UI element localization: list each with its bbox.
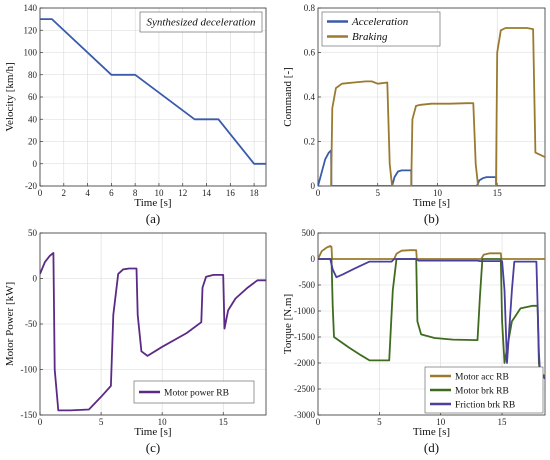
series-line-2: [318, 258, 545, 377]
panel-label: (b): [424, 211, 439, 226]
y-tick-label: 60: [28, 92, 38, 102]
x-tick-label: 10: [158, 417, 168, 427]
y-tick-label: -2500: [294, 384, 315, 394]
y-tick-label: 0.2: [304, 137, 315, 147]
plot-frame: [317, 232, 546, 416]
legend: Synthesized deceleration: [139, 11, 263, 33]
y-tick-label: 50: [28, 228, 38, 238]
x-tick-label: 5: [377, 417, 382, 427]
y-tick-label: -500: [299, 280, 316, 290]
y-tick-label: 40: [28, 114, 38, 124]
y-tick-label: 140: [24, 3, 38, 13]
y-tick-label: 0.6: [304, 48, 316, 58]
x-tick-label: 5: [99, 417, 104, 427]
x-tick-label: 10: [154, 188, 164, 198]
series-line-1: [40, 18, 266, 165]
y-tick-label: -3000: [294, 410, 315, 420]
y-tick-label: 20: [28, 137, 38, 147]
panel-c: 0 5 10 15 -150 -100 -50 0 50 Time [s] Motor Power …: [4, 228, 267, 455]
y-axis-label: Motor Power [kW]: [4, 282, 16, 366]
x-tick-label: 0: [38, 188, 43, 198]
x-axis-label: Time [s]: [413, 197, 450, 209]
legend: Acceleration Braking: [321, 11, 441, 47]
y-tick-label: -150: [21, 410, 38, 420]
y-tick-label: 120: [24, 25, 38, 35]
x-axis-label: Time [s]: [134, 426, 171, 438]
y-axis-label: Velocity [km/h]: [4, 62, 16, 131]
y-tick-label: 0.4: [304, 92, 316, 102]
panel-label: (d): [424, 440, 439, 455]
y-tick-label: -100: [21, 365, 38, 375]
panel-label: (a): [146, 211, 160, 226]
y-tick-label: 100: [24, 48, 38, 58]
x-tick-label: 0: [316, 188, 321, 198]
x-axis-label: Time [s]: [413, 426, 450, 438]
series-line-2: [330, 27, 545, 186]
y-tick-label: -1000: [294, 306, 315, 316]
legend-label: Friction brk RB: [455, 401, 515, 411]
y-tick-label: 0: [33, 274, 38, 284]
y-tick-label: 0: [33, 159, 38, 169]
x-tick-label: 15: [493, 188, 503, 198]
x-tick-label: 12: [178, 188, 187, 198]
panel-b: 0 5 10 15 0 0.2 0.4 0.6 0.8 Time [s] Command [-] (b…: [282, 3, 546, 226]
legend-label: Synthesized deceleration: [146, 17, 256, 29]
series-line-1: [318, 149, 545, 186]
y-tick-label: 0.8: [304, 3, 316, 13]
series-line-1: [40, 252, 266, 412]
x-tick-label: 8: [133, 188, 138, 198]
x-tick-label: 18: [250, 188, 260, 198]
x-tick-label: 14: [202, 188, 212, 198]
panel-label: (c): [146, 440, 160, 455]
legend-box: [139, 11, 263, 33]
y-axis-label: Torque [N.m]: [282, 294, 294, 354]
x-tick-label: 4: [85, 188, 90, 198]
y-axis-label: Command [-]: [282, 67, 294, 127]
y-tick-label: -50: [25, 319, 37, 329]
legend-label: Acceleration: [351, 16, 409, 28]
x-tick-label: 10: [433, 188, 443, 198]
y-tick-label: 500: [302, 228, 316, 238]
panel-a: 0 2 4 6 8 10 12 14 16 18-20020406080100120140Time…: [4, 3, 267, 226]
x-tick-label: 2: [62, 188, 67, 198]
x-tick-label: 10: [436, 417, 446, 427]
y-tick-label: -1500: [294, 332, 315, 342]
y-tick-label: -2000: [294, 358, 315, 368]
x-tick-label: 15: [498, 417, 508, 427]
x-tick-label: 15: [219, 417, 229, 427]
x-tick-label: 0: [316, 417, 321, 427]
legend-label: Motor power RB: [164, 389, 229, 399]
y-tick-label: 0: [311, 254, 316, 264]
series-line-1: [318, 245, 545, 260]
series-line-3: [318, 258, 545, 380]
legend: Motor power RB: [133, 380, 255, 404]
y-tick-label: -20: [25, 181, 37, 191]
legend-box: [133, 380, 255, 404]
legend-label: Motor brk RB: [455, 387, 509, 397]
x-tick-label: 5: [375, 188, 380, 198]
y-tick-label: 80: [28, 70, 38, 80]
x-tick-label: 16: [226, 188, 236, 198]
x-tick-label: 0: [38, 417, 43, 427]
y-tick-label: 0: [311, 181, 316, 191]
legend: Motor acc RB Motor brk RB Friction brk RB: [424, 366, 544, 414]
x-axis-label: Time [s]: [134, 197, 171, 209]
legend-box: [321, 11, 441, 47]
panel-d: 0 5 10 15 -3000 -2500 -2000 -1500 -1000 -500 0 500 T…: [282, 228, 546, 455]
legend-label: Motor acc RB: [455, 373, 509, 383]
legend-label: Braking: [352, 31, 388, 43]
x-tick-label: 6: [109, 188, 114, 198]
